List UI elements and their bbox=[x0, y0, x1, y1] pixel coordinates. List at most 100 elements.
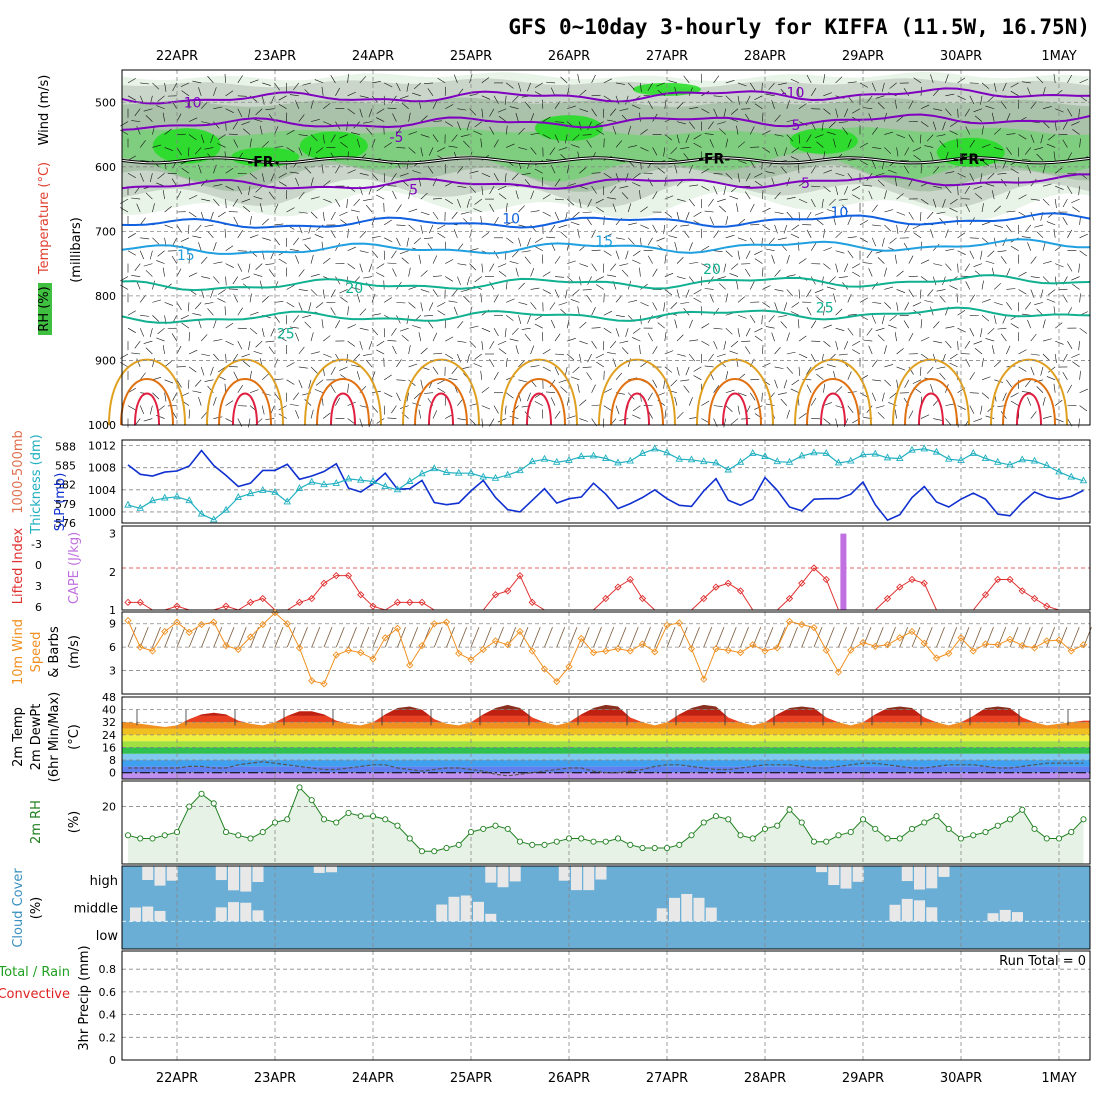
wind-barb bbox=[920, 259, 930, 264]
date-label-bottom: 24APR bbox=[352, 1071, 394, 1086]
lifted-index-marker bbox=[920, 579, 928, 587]
wind-barb bbox=[1067, 152, 1073, 161]
wind-barb bbox=[554, 333, 561, 342]
wind-barb bbox=[136, 126, 141, 135]
thickness-marker bbox=[920, 444, 929, 452]
wind-barb bbox=[140, 160, 150, 162]
wind-barb bbox=[399, 95, 409, 100]
thickness-marker bbox=[1006, 460, 1014, 468]
wind-barb bbox=[1054, 353, 1057, 363]
wind-barb bbox=[1053, 73, 1056, 83]
wind-barb bbox=[302, 82, 312, 86]
wind-barb bbox=[1006, 268, 1011, 277]
wind-barb bbox=[164, 224, 174, 229]
wind-barb bbox=[844, 108, 849, 118]
wind-barb bbox=[656, 82, 665, 87]
thickness-marker bbox=[577, 452, 586, 460]
wind-barb bbox=[322, 134, 325, 144]
wind-barb bbox=[723, 341, 727, 350]
wind-barb bbox=[530, 287, 540, 290]
wind-speed-marker bbox=[528, 647, 536, 655]
wind-barb bbox=[371, 313, 381, 316]
wind-barb bbox=[497, 340, 507, 345]
wind-barb bbox=[346, 199, 348, 209]
wind-barb bbox=[152, 280, 155, 290]
wind-barb bbox=[152, 299, 162, 303]
wind-barb bbox=[139, 405, 144, 415]
wind-barb bbox=[518, 147, 528, 150]
wind-barb bbox=[670, 302, 678, 309]
wind-barb bbox=[920, 319, 923, 329]
wind-barb bbox=[387, 340, 397, 342]
wind-barb bbox=[233, 371, 239, 380]
axis-label-cape: CAPE (J/kg) bbox=[67, 532, 82, 604]
wind-barb bbox=[1055, 108, 1064, 113]
wind-barb bbox=[768, 315, 775, 323]
isotherm-loop bbox=[402, 358, 480, 426]
lifted-index-marker bbox=[504, 587, 512, 595]
wind-barb bbox=[225, 90, 234, 97]
wind-barb bbox=[652, 191, 658, 200]
wind-barb bbox=[143, 263, 153, 267]
axis-label-thickness-unit: Thickness (dm) bbox=[29, 434, 44, 534]
wind-barb bbox=[908, 333, 914, 342]
wind-barb bbox=[396, 82, 401, 92]
thickness-marker bbox=[332, 478, 341, 486]
wind-barb bbox=[579, 263, 589, 267]
wind-speed-marker bbox=[430, 620, 438, 628]
cloud-gap bbox=[215, 907, 227, 922]
wind-barb bbox=[647, 237, 653, 246]
wind-barb bbox=[828, 121, 836, 129]
wind-speed-marker bbox=[675, 619, 683, 627]
wind-barb bbox=[274, 301, 284, 303]
wind-barb bbox=[725, 95, 733, 103]
wind-barb bbox=[688, 164, 693, 174]
isotherm-loop bbox=[722, 392, 748, 426]
cloud-gap bbox=[987, 913, 999, 922]
wind-barb bbox=[470, 626, 480, 648]
wind-barb bbox=[663, 302, 666, 312]
lifted-index-marker bbox=[1006, 575, 1014, 584]
wind-barb bbox=[371, 81, 381, 84]
rh-marker bbox=[247, 835, 254, 842]
wind-barb bbox=[453, 74, 458, 84]
wind-barb bbox=[582, 134, 592, 136]
wind-barb bbox=[810, 198, 816, 208]
wind-barb bbox=[703, 626, 713, 648]
contour-label: 25 bbox=[816, 301, 834, 317]
wind-barb bbox=[457, 320, 464, 329]
wind-barb bbox=[546, 81, 556, 84]
wind-barb bbox=[701, 340, 710, 346]
wind-barb bbox=[171, 255, 178, 264]
wind-barb bbox=[789, 626, 798, 648]
wind-barb bbox=[371, 173, 379, 181]
wind-speed-marker bbox=[798, 620, 806, 629]
wind-barb bbox=[991, 190, 995, 200]
wind-barb bbox=[668, 80, 678, 84]
wind-barb bbox=[445, 121, 453, 127]
wind-barb bbox=[213, 276, 220, 284]
lifted-index-marker bbox=[418, 598, 426, 607]
wind-barb bbox=[798, 258, 807, 264]
wind-barb bbox=[424, 392, 434, 394]
wind-barb bbox=[664, 177, 667, 187]
temp-band bbox=[122, 760, 1090, 767]
wind-barb bbox=[156, 337, 165, 342]
isotherm-loop bbox=[500, 358, 578, 426]
wind-barb bbox=[448, 300, 458, 303]
wind-barb bbox=[936, 134, 946, 137]
wind-barb bbox=[908, 255, 914, 264]
wind-barb bbox=[640, 129, 648, 135]
wind-barb bbox=[632, 182, 641, 187]
cloud-gap bbox=[166, 866, 178, 881]
wind-barb bbox=[1006, 302, 1012, 310]
wind-barb bbox=[859, 220, 868, 226]
isotherm-loop bbox=[1016, 392, 1042, 426]
wind-barb bbox=[408, 286, 418, 290]
wind-barb bbox=[980, 173, 983, 183]
wind-barb bbox=[408, 190, 411, 200]
wind-barb bbox=[493, 294, 499, 303]
wind-barb bbox=[335, 198, 341, 207]
wind-barb bbox=[627, 237, 635, 245]
wind-barb bbox=[420, 147, 423, 157]
